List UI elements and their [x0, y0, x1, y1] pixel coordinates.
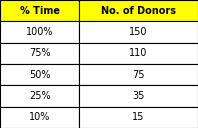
- Text: 75: 75: [132, 70, 145, 80]
- Text: 75%: 75%: [29, 48, 50, 58]
- Text: 100%: 100%: [26, 27, 53, 37]
- Bar: [79, 64, 198, 85]
- Text: 10%: 10%: [29, 112, 50, 122]
- Bar: [79, 43, 198, 64]
- Text: 50%: 50%: [29, 70, 50, 80]
- Text: 150: 150: [129, 27, 148, 37]
- Text: No. of Donors: No. of Donors: [101, 6, 176, 16]
- Bar: [0, 85, 79, 107]
- Bar: [79, 21, 198, 43]
- Text: 15: 15: [132, 112, 145, 122]
- Text: 35: 35: [132, 91, 145, 101]
- Bar: [79, 0, 198, 21]
- Text: 25%: 25%: [29, 91, 50, 101]
- Bar: [79, 85, 198, 107]
- Text: % Time: % Time: [20, 6, 60, 16]
- Bar: [0, 0, 79, 21]
- Bar: [0, 64, 79, 85]
- Bar: [0, 21, 79, 43]
- Bar: [79, 107, 198, 128]
- Bar: [0, 43, 79, 64]
- Text: 110: 110: [129, 48, 148, 58]
- Bar: [0, 107, 79, 128]
